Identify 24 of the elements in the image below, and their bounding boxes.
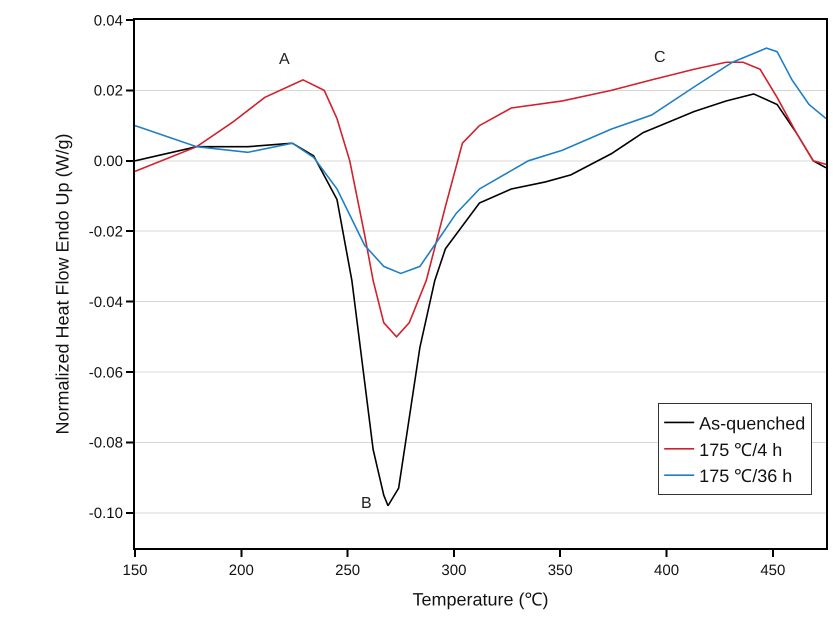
y-tick-label: -0.06 [88, 364, 123, 382]
x-tick-label: 450 [760, 562, 786, 579]
annotation: C [654, 49, 666, 66]
y-tick-label: -0.04 [88, 294, 123, 311]
y-tick-label: 0.04 [94, 12, 123, 30]
x-tick-label: 350 [548, 562, 573, 579]
x-tick-label: 300 [441, 562, 466, 579]
y-tick-label: -0.02 [88, 223, 123, 240]
line-series [135, 47, 826, 274]
y-tick-label: -0.10 [88, 505, 123, 522]
x-tick-label: 400 [654, 562, 680, 579]
legend-label: 175 ℃/4 h [699, 440, 782, 460]
x-tick-label: 150 [122, 562, 148, 579]
y-tick-label: 0.00 [94, 153, 123, 170]
y-axis-title: Normalized Heat Flow Endo Up (W/g) [52, 133, 72, 435]
x-tick-label: 200 [228, 562, 254, 579]
annotation: B [361, 495, 372, 512]
annotation: A [279, 51, 290, 68]
x-axis-title: Temperature (℃) [412, 590, 549, 610]
x-tick-label: 250 [335, 562, 360, 579]
y-tick-label: 0.02 [94, 82, 123, 100]
y-tick-label: -0.08 [88, 434, 123, 452]
legend-label: 175 ℃/36 h [699, 466, 792, 486]
legend-label: As-quenched [699, 413, 806, 434]
